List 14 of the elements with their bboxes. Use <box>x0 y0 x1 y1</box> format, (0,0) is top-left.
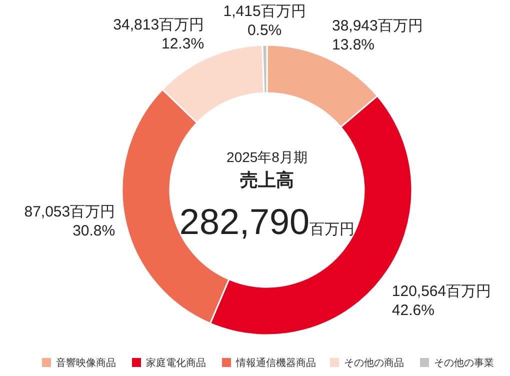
text: 2025年8月期 <box>226 149 308 165</box>
data-label: 1,415百万円 0.5% <box>223 3 306 40</box>
data-label: 34,813百万円 12.3% <box>113 16 204 52</box>
legend-label: 音響映像商品 <box>56 357 116 369</box>
data-label: 38,943百万円 13.8% <box>332 17 423 54</box>
data-label: 120,564百万円 42.6% <box>392 282 492 319</box>
legend-label: その他の商品 <box>344 357 404 369</box>
text: 売上高 <box>240 170 294 190</box>
legend-label: その他の事業 <box>434 357 494 369</box>
data-label: 87,053百万円 30.8% <box>24 203 116 240</box>
legend-label: 情報通信機器商品 <box>235 357 316 369</box>
legend-label: 家庭電化商品 <box>146 357 206 369</box>
text: 282,790 <box>179 201 310 242</box>
text: 百万円 <box>310 221 355 238</box>
